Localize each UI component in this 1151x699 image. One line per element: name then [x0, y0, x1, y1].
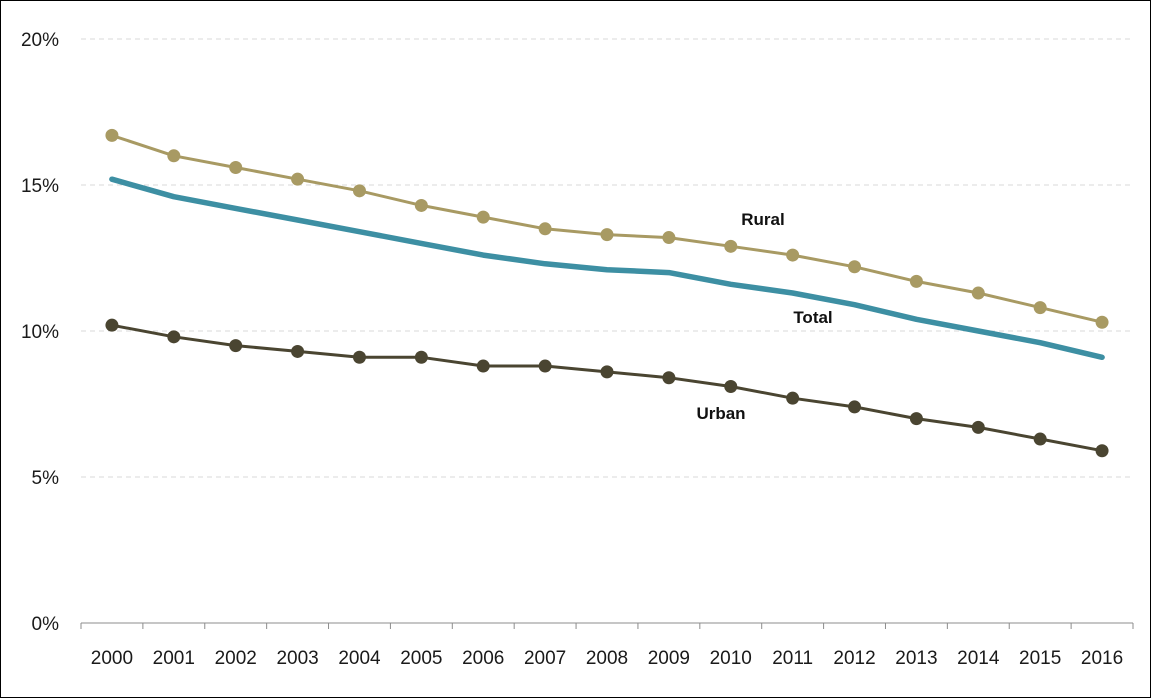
series-rural [105, 128, 1109, 329]
x-tick-label: 2016 [1081, 648, 1123, 669]
data-point-rural [909, 274, 923, 288]
data-point-urban [167, 330, 181, 344]
series-urban [105, 318, 1109, 458]
x-tick-label: 2002 [215, 648, 257, 669]
data-point-rural [291, 172, 305, 186]
x-tick-label: 2007 [524, 648, 566, 669]
data-point-rural [105, 128, 119, 142]
x-tick-label: 2008 [586, 648, 628, 669]
y-tick-label: 20% [21, 30, 59, 51]
data-point-urban [229, 339, 243, 353]
data-point-rural [600, 228, 614, 242]
data-point-urban [538, 359, 552, 373]
series-label-total: Total [793, 308, 832, 327]
series-label-urban: Urban [696, 404, 745, 423]
data-point-rural [848, 260, 862, 274]
data-point-rural [1033, 301, 1047, 315]
y-tick-label: 5% [32, 468, 60, 489]
x-tick-label: 2009 [648, 648, 690, 669]
y-tick-label: 10% [21, 322, 59, 343]
data-point-urban [971, 420, 985, 434]
gridlines [81, 38, 1133, 478]
x-tick-label: 2015 [1019, 648, 1061, 669]
series-label-rural: Rural [741, 210, 784, 229]
series-line-urban [110, 323, 1104, 453]
data-point-urban [291, 344, 305, 358]
x-tick-label: 2014 [957, 648, 1000, 669]
data-point-urban [848, 400, 862, 414]
data-point-urban [724, 379, 738, 393]
data-point-urban [1033, 432, 1047, 446]
data-point-rural [476, 210, 490, 224]
data-point-urban [662, 371, 676, 385]
data-point-urban [786, 391, 800, 405]
y-tick-label: 0% [32, 614, 60, 635]
data-point-urban [909, 412, 923, 426]
series-lines [105, 128, 1109, 458]
data-point-urban [105, 318, 119, 332]
data-point-rural [229, 160, 243, 174]
x-tick-label: 2010 [710, 648, 752, 669]
x-tick-label: 2013 [895, 648, 937, 669]
data-point-urban [600, 365, 614, 379]
data-point-rural [662, 231, 676, 245]
x-tick-label: 2003 [276, 648, 318, 669]
data-point-urban [352, 350, 366, 364]
data-point-rural [724, 239, 738, 253]
data-point-urban [414, 350, 428, 364]
x-tick-label: 2011 [772, 648, 813, 669]
data-point-rural [538, 222, 552, 236]
data-point-urban [1095, 444, 1109, 458]
data-point-rural [786, 248, 800, 262]
series-line-total [109, 176, 1105, 361]
x-tick-label: 2012 [833, 648, 875, 669]
y-tick-label: 15% [21, 176, 59, 197]
series-labels: Rural Total Urban [696, 210, 832, 423]
x-tick-label: 2000 [91, 648, 133, 669]
data-point-rural [971, 286, 985, 300]
axes: 0% 5% 10% 15% 20% 2000 2001 2002 2003 2004 2005 200… [21, 30, 1134, 669]
data-point-rural [167, 149, 181, 163]
series-total [109, 176, 1105, 361]
x-tick-label: 2001 [153, 648, 195, 669]
data-point-rural [1095, 315, 1109, 329]
x-tick-label: 2006 [462, 648, 504, 669]
data-point-urban [476, 359, 490, 373]
data-point-rural [352, 184, 366, 198]
x-tick-label: 2004 [338, 648, 381, 669]
x-tick-label: 2005 [400, 648, 442, 669]
data-point-rural [414, 198, 428, 212]
